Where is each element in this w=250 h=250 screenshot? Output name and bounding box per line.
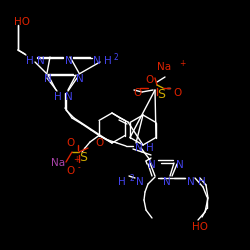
Text: N: N	[44, 74, 52, 84]
Text: Na: Na	[51, 158, 65, 168]
Text: N: N	[176, 160, 184, 170]
Text: +: +	[179, 59, 186, 68]
Text: Na: Na	[157, 62, 171, 72]
Text: O: O	[95, 138, 103, 148]
Text: N H: N H	[187, 177, 206, 187]
Text: O: O	[66, 138, 74, 148]
Text: N: N	[65, 56, 73, 66]
Text: S: S	[79, 151, 87, 164]
Text: 2: 2	[130, 174, 135, 183]
Text: 2: 2	[113, 53, 118, 62]
Text: +: +	[73, 155, 80, 164]
Text: O: O	[66, 166, 74, 176]
Text: O: O	[133, 88, 141, 98]
Text: -: -	[78, 163, 81, 172]
Text: N: N	[163, 177, 171, 187]
Text: HO: HO	[192, 222, 208, 232]
Text: O: O	[145, 75, 153, 85]
Text: HO: HO	[14, 17, 30, 27]
Text: N H: N H	[135, 143, 154, 153]
Text: N H: N H	[93, 56, 112, 66]
Text: H N: H N	[54, 92, 73, 102]
Text: H N: H N	[26, 56, 45, 66]
Text: N: N	[136, 177, 144, 187]
Text: S: S	[157, 88, 165, 101]
Text: H: H	[118, 177, 126, 187]
Text: N: N	[148, 160, 156, 170]
Text: O: O	[173, 88, 181, 98]
Text: N: N	[76, 74, 84, 84]
